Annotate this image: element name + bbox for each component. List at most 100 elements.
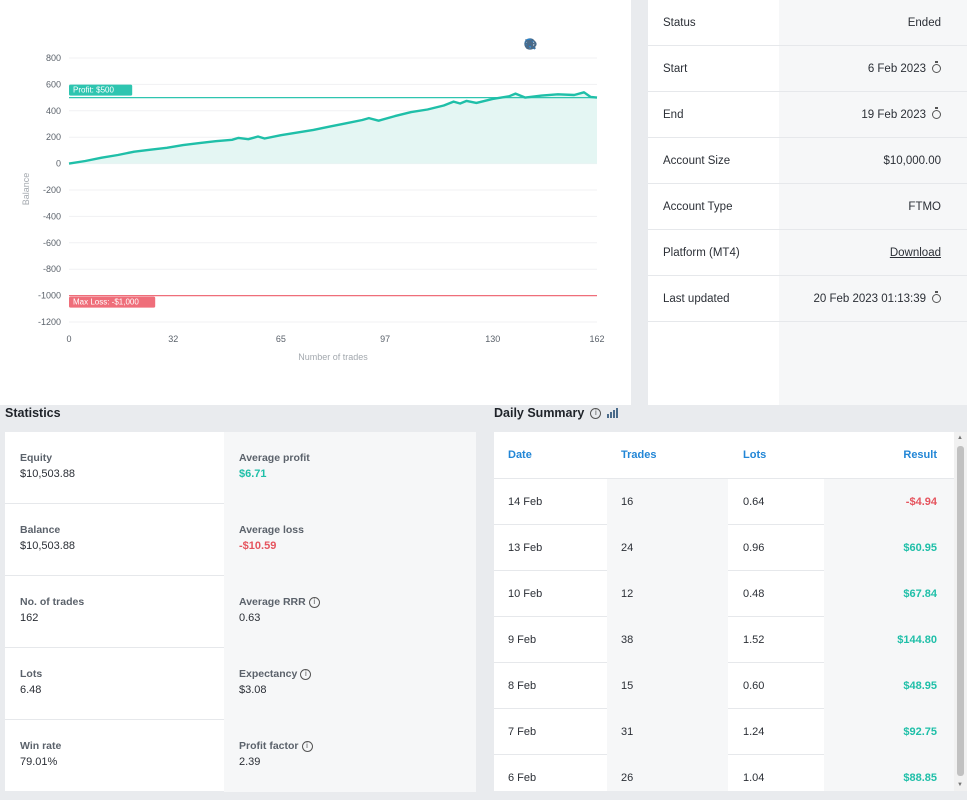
daily-summary-table: Date Trades Lots Result 14 Feb 16 0.64 -$4.… [494, 432, 954, 791]
cell-lots: 0.64 [743, 496, 765, 508]
equity-label: Equity [20, 452, 53, 464]
average-loss-value: -$10.59 [239, 540, 277, 552]
y-tick-label: 400 [46, 106, 61, 116]
average-loss-label: Average loss [239, 524, 304, 536]
table-row: 8 Feb 15 0.60 $48.95 [494, 663, 954, 709]
info-icon[interactable]: i [590, 407, 602, 419]
info-label: Last updated [663, 292, 730, 305]
stat-row: Lots 6.48 Expectancy i $3.08 [5, 648, 476, 720]
info-label: Platform (MT4) [663, 246, 740, 259]
statistics-title-text: Statistics [5, 406, 61, 420]
cell-trades: 16 [621, 496, 634, 508]
cell-trades: 38 [621, 634, 634, 646]
stat-row: Equity $10,503.88 Average profit $6.71 [5, 432, 476, 504]
cell-date: 7 Feb [508, 726, 537, 738]
y-tick-label: -400 [43, 211, 61, 221]
statistics-title: Statistics [5, 406, 61, 420]
cell-lots: 1.24 [743, 726, 765, 738]
cell-lots: 0.48 [743, 588, 765, 600]
header-trades[interactable]: Trades [621, 449, 657, 461]
cell-trades: 26 [621, 772, 634, 784]
hide-icon[interactable] [524, 38, 610, 52]
average-rrr-label: Average RRR [239, 596, 306, 608]
table-header: Date Trades Lots Result [494, 432, 954, 479]
balance-line [68, 91, 598, 165]
table-row: 9 Feb 38 1.52 $144.80 [494, 617, 954, 663]
start-date-value: 6 Feb 2023 [867, 62, 926, 75]
info-label: Start [663, 62, 688, 75]
equity-value: $10,503.88 [20, 468, 76, 480]
average-profit-label: Average profit [239, 452, 310, 464]
table-row: 10 Feb 12 0.48 $67.84 [494, 571, 954, 617]
account-size-value: $10,000.00 [883, 154, 941, 167]
info-row-start: Start 6 Feb 2023 [648, 46, 967, 92]
download-link[interactable]: Download [889, 246, 941, 259]
table-row: 14 Feb 16 0.64 -$4.94 [494, 479, 954, 525]
win-rate-label: Win rate [20, 740, 62, 752]
cell-date: 10 Feb [508, 588, 543, 600]
threshold-label-text: Max Loss: -$1,000 [73, 298, 139, 307]
daily-scrollbar[interactable]: ▲ ▼ [954, 432, 967, 791]
info-row-platform: Platform (MT4) Download [648, 230, 967, 276]
end-date-value: 19 Feb 2023 [861, 108, 926, 121]
stopwatch-icon [932, 61, 941, 73]
cell-result: $48.95 [903, 680, 937, 692]
profit-factor-label: Profit factor [239, 740, 299, 752]
cell-trades: 31 [621, 726, 634, 738]
cell-lots: 1.04 [743, 772, 765, 784]
table-row: 7 Feb 31 1.24 $92.75 [494, 709, 954, 755]
status-value: Ended [907, 16, 941, 29]
chart-toolbar [524, 38, 610, 52]
account-info-panel: Status Ended Start 6 Feb 2023 End 19 Feb… [648, 0, 967, 405]
threshold-label: Max Loss: -$1,000 [69, 296, 156, 308]
cell-result: $144.80 [897, 634, 937, 646]
balance-label: Balance [20, 524, 61, 536]
scroll-down-icon[interactable]: ▼ [957, 782, 963, 788]
x-tick-label: 65 [276, 334, 286, 344]
header-result[interactable]: Result [903, 449, 937, 461]
info-icon[interactable]: i [300, 668, 312, 680]
x-tick-label: 0 [66, 334, 71, 344]
last-updated-value: 20 Feb 2023 01:13:39 [813, 292, 926, 305]
expectancy-label: Expectancy [239, 668, 298, 680]
stat-row: Balance $10,503.88 Average loss -$10.59 [5, 504, 476, 576]
cell-trades: 12 [621, 588, 634, 600]
cell-result: -$4.94 [905, 496, 937, 508]
header-lots[interactable]: Lots [743, 449, 767, 461]
bar-chart-icon[interactable] [607, 408, 619, 418]
info-icon[interactable]: i [308, 596, 320, 608]
cell-result: $60.95 [903, 542, 937, 554]
balance-area [69, 92, 597, 164]
lots-label: Lots [20, 668, 43, 680]
stopwatch-icon [932, 107, 941, 119]
cell-lots: 0.96 [743, 542, 765, 554]
info-label: Account Size [663, 154, 731, 167]
cell-lots: 1.52 [743, 634, 765, 646]
threshold-label: Profit: $500 [69, 84, 133, 96]
y-tick-label: -600 [43, 238, 61, 248]
expectancy-value: $3.08 [239, 684, 267, 696]
header-date[interactable]: Date [508, 449, 532, 461]
cell-lots: 0.60 [743, 680, 765, 692]
info-icon[interactable]: i [301, 740, 313, 752]
scroll-thumb[interactable] [957, 446, 964, 776]
daily-summary-title: Daily Summary i [494, 406, 619, 420]
info-label: Status [663, 16, 696, 29]
average-profit-value: $6.71 [239, 468, 267, 480]
info-row-last-updated: Last updated 20 Feb 2023 01:13:39 [648, 276, 967, 322]
cell-date: 6 Feb [508, 772, 537, 784]
cell-result: $92.75 [903, 726, 937, 738]
info-row-status: Status Ended [648, 0, 967, 46]
table-row: 6 Feb 26 1.04 $88.85 [494, 755, 954, 791]
y-axis-label: Balance [21, 173, 31, 206]
y-tick-label: -1200 [38, 317, 61, 327]
info-label: End [663, 108, 684, 121]
y-tick-label: 600 [46, 79, 61, 89]
threshold-label-text: Profit: $500 [73, 86, 114, 95]
scroll-up-icon[interactable]: ▲ [957, 435, 963, 441]
balance-chart: 8006004002000-200-400-600-800-1000-1200 … [21, 53, 605, 362]
info-label: Account Type [663, 200, 733, 213]
x-axis-label: Number of trades [298, 352, 368, 362]
cell-date: 8 Feb [508, 680, 537, 692]
x-tick-label: 97 [380, 334, 390, 344]
